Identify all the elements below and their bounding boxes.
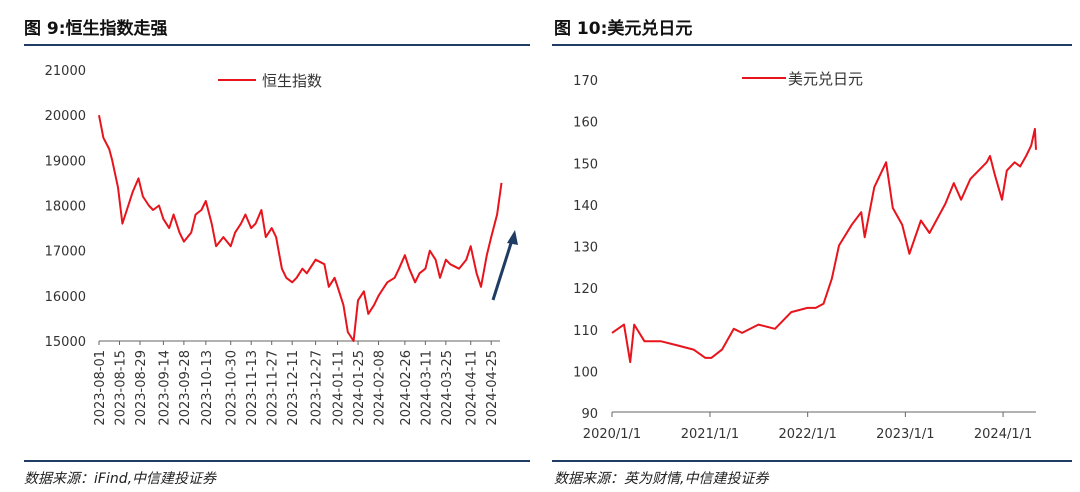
y-tick-label: 15000 (45, 335, 86, 350)
y-tick-label: 130 (573, 241, 598, 256)
x-tick-label: 2024-03-25 (440, 350, 455, 426)
y-tick-label: 19000 (45, 154, 86, 169)
title-rule (552, 44, 1072, 46)
hang-seng-panel: 图 9:恒生指数走强 15000 16000 17000 18000 19000 2000… (0, 0, 538, 492)
y-tick-label: 110 (573, 324, 598, 339)
x-tick-label: 2024-02-08 (373, 350, 388, 426)
x-tick-label: 2023-12-11 (286, 350, 301, 426)
source-rule (552, 460, 1072, 462)
x-tick-label: 2023-08-01 (93, 350, 108, 426)
x-tick-label: 2024/1/1 (974, 427, 1032, 442)
x-tick-label: 2023-12-27 (310, 350, 325, 426)
x-tick-label: 2021/1/1 (681, 427, 739, 442)
y-tick-label: 21000 (45, 64, 86, 79)
x-tick-label: 2020/1/1 (583, 427, 641, 442)
x-tick-label: 2023-08-15 (113, 350, 128, 426)
x-tick-label: 2023-09-14 (157, 350, 172, 426)
x-tick-label: 2024-01-11 (332, 350, 347, 426)
y-tick-label: 16000 (45, 290, 86, 305)
y-tick-label: 20000 (45, 109, 86, 124)
x-tick-label: 2024-03-11 (419, 350, 434, 426)
series-line-hang-seng (98, 115, 503, 342)
legend-label: 恒生指数 (262, 72, 322, 90)
x-tick-label: 2023-11-13 (245, 350, 260, 426)
x-tick-label: 2023-11-27 (266, 350, 281, 426)
title-rule (24, 44, 530, 46)
y-tick-label: 170 (573, 74, 598, 89)
x-tick-label: 2022/1/1 (778, 427, 836, 442)
source-rule (24, 460, 530, 462)
y-tick-label: 150 (573, 157, 598, 172)
y-tick-label: 18000 (45, 200, 86, 215)
hang-seng-chart: 15000 16000 17000 18000 19000 20000 21000 2023-… (45, 64, 518, 426)
x-tick-label: 2024-04-11 (465, 350, 480, 426)
series-line-usd-jpy (611, 127, 1037, 364)
trend-arrow-head (507, 230, 518, 245)
legend-label: 美元兑日元 (788, 70, 863, 88)
y-tick-label: 120 (573, 282, 598, 297)
figure-title: 图 9:恒生指数走强 (24, 19, 168, 39)
source-note: 数据来源：iFind,中信建投证券 (24, 471, 217, 487)
y-tick-label: 90 (581, 407, 598, 422)
x-tick-label: 2023-09-28 (178, 350, 193, 426)
y-tick-label: 17000 (45, 245, 86, 260)
x-tick-label: 2023/1/1 (876, 427, 934, 442)
trend-arrow-shaft (491, 239, 514, 301)
x-tick-label: 2023-08-29 (134, 350, 149, 426)
figure-title: 图 10:美元兑日元 (554, 19, 693, 39)
y-tick-label: 140 (573, 199, 598, 214)
x-tick-label: 2024-04-25 (485, 350, 500, 426)
source-note: 数据来源：英为财情,中信建投证券 (554, 471, 769, 487)
usd-jpy-chart: 90 100 110 120 130 140 150 160 170 2020/1/1 2021/1… (573, 70, 1037, 442)
x-tick-label: 2024-02-26 (399, 350, 414, 426)
y-tick-label: 100 (573, 365, 598, 380)
usd-jpy-panel: 图 10:美元兑日元 90 100 110 120 130 140 150 160 170 202… (542, 0, 1080, 492)
x-tick-label: 2023-10-30 (225, 350, 240, 426)
y-tick-label: 160 (573, 116, 598, 131)
x-tick-label: 2023-10-13 (200, 350, 215, 426)
x-tick-label: 2024-01-25 (352, 350, 367, 426)
